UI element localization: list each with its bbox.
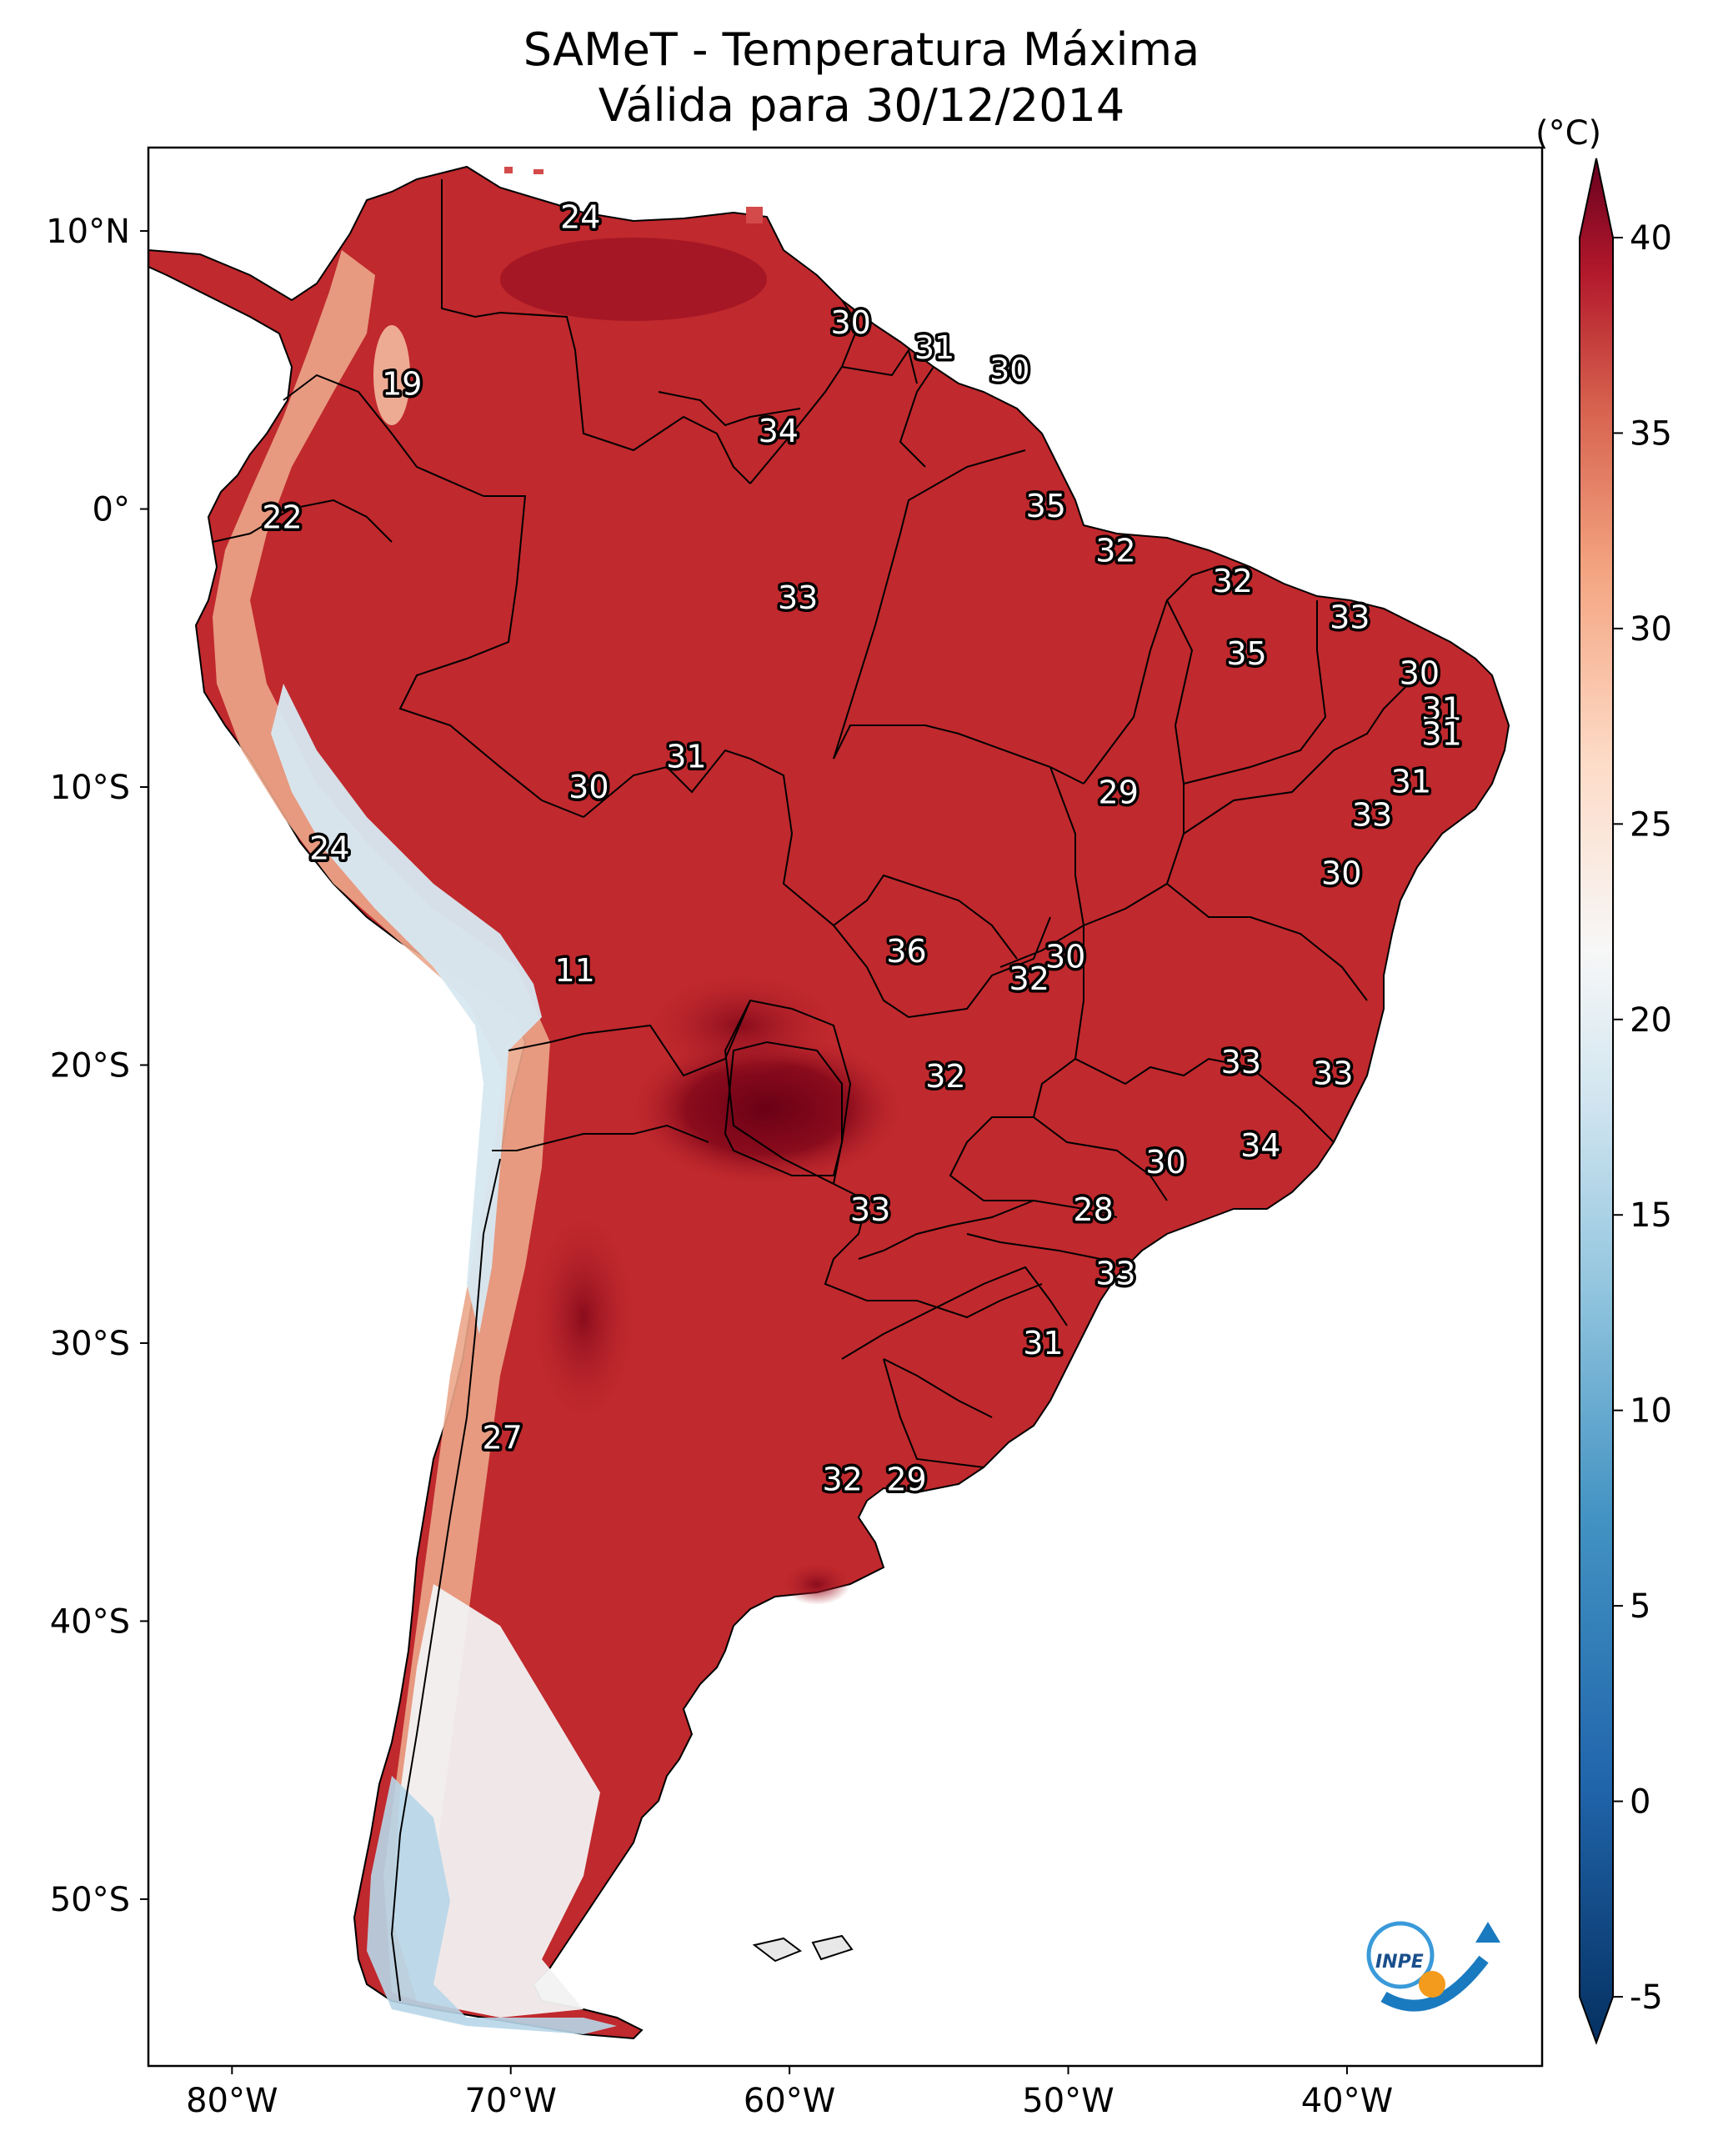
map-frame bbox=[147, 146, 1544, 2068]
lat-tick-label: 50°S bbox=[50, 1881, 130, 1919]
temperature-value-label: 35 bbox=[1226, 635, 1266, 672]
lon-tick-label: 70°W bbox=[464, 2082, 556, 2120]
temperature-value-label: 30 bbox=[1400, 654, 1440, 691]
temperature-value-label: 32 bbox=[925, 1058, 965, 1095]
temperature-value-label: 35 bbox=[1026, 488, 1066, 524]
longitude-ticks: 80°W 70°W 60°W 50°W 40°W bbox=[186, 2066, 1393, 2120]
temperature-value-label: 28 bbox=[1073, 1191, 1113, 1228]
patagonia-cold bbox=[367, 1776, 617, 2034]
temperature-value-label: 33 bbox=[1313, 1055, 1353, 1091]
temperature-value-label: 34 bbox=[759, 413, 799, 449]
falkland-islands bbox=[752, 1934, 854, 1963]
inpe-logo: INPE bbox=[1366, 1921, 1500, 2012]
temperature-value-label: 30 bbox=[1321, 855, 1361, 891]
colorbar-tick-label: 30 bbox=[1630, 610, 1672, 649]
colorbar-tick-label: 5 bbox=[1630, 1587, 1650, 1626]
country-borders bbox=[212, 179, 1418, 2002]
temperature-value-label: 33 bbox=[1352, 796, 1392, 833]
colorbar-tick-label: 20 bbox=[1630, 1001, 1672, 1040]
temperature-value-label: 31 bbox=[666, 738, 706, 775]
colorbar-tick-label: 40 bbox=[1630, 219, 1672, 258]
temperature-value-label: 24 bbox=[309, 830, 349, 866]
lat-tick-label: 10°N bbox=[46, 213, 130, 251]
temperature-value-label: 33 bbox=[850, 1191, 890, 1228]
colorbar-tick-label: 25 bbox=[1630, 805, 1672, 844]
temperature-value-label: 11 bbox=[554, 952, 594, 989]
lat-tick-label: 20°S bbox=[50, 1046, 130, 1085]
temperature-value-label: 32 bbox=[1095, 533, 1135, 569]
colorbar-ticks: -5 0 5 10 15 20 25 30 35 40 bbox=[1613, 219, 1672, 2017]
colorbar: (°C) -5 0 5 10 15 20 25 30 35 40 bbox=[1535, 114, 1672, 2045]
colorbar-body bbox=[1579, 158, 1614, 2045]
latitude-ticks: 10°N 0° 10°S 20°S 30°S 40°S 50°S bbox=[46, 213, 148, 1919]
temperature-value-label: 33 bbox=[1330, 599, 1370, 636]
temperature-value-label: 32 bbox=[1213, 563, 1253, 599]
temperature-value-label: 30 bbox=[1045, 938, 1085, 975]
lon-tick-label: 60°W bbox=[744, 2082, 835, 2120]
temperature-value-label: 31 bbox=[914, 329, 954, 366]
map-title: SAMeT - Temperatura Máxima bbox=[523, 23, 1200, 76]
lat-tick-label: 40°S bbox=[50, 1602, 130, 1641]
temperature-value-label: 22 bbox=[262, 499, 302, 536]
andes-cold-band bbox=[271, 684, 542, 1334]
temperature-value-label: 27 bbox=[483, 1419, 523, 1456]
temperature-value-label: 30 bbox=[831, 304, 871, 341]
colorbar-unit: (°C) bbox=[1535, 114, 1601, 153]
inpe-logo-text: INPE bbox=[1375, 1952, 1424, 1973]
temperature-value-label: 30 bbox=[989, 352, 1029, 389]
temperature-value-label: 32 bbox=[1009, 960, 1049, 997]
temperature-value-label: 19 bbox=[382, 365, 422, 402]
temperature-value-label: 31 bbox=[1421, 716, 1461, 753]
map-area: INPE bbox=[148, 148, 1542, 2066]
lon-tick-label: 50°W bbox=[1022, 2082, 1114, 2120]
lon-tick-label: 80°W bbox=[186, 2082, 278, 2120]
lon-tick-label: 40°W bbox=[1301, 2082, 1393, 2120]
colorbar-tick-label: -5 bbox=[1630, 1978, 1663, 2017]
temperature-value-label: 36 bbox=[886, 933, 926, 970]
temperature-value-label: 32 bbox=[822, 1461, 862, 1497]
temperature-value-label: 33 bbox=[1221, 1044, 1261, 1081]
temperature-value-label: 33 bbox=[1095, 1256, 1135, 1292]
temperature-value-label: 29 bbox=[886, 1461, 926, 1497]
temperature-value-label: 31 bbox=[1023, 1325, 1063, 1361]
lat-tick-label: 10°S bbox=[50, 769, 130, 807]
temperature-value-label: 30 bbox=[568, 769, 609, 805]
colorbar-tick-label: 0 bbox=[1630, 1783, 1650, 1822]
temperature-value-label: 30 bbox=[1145, 1144, 1185, 1181]
colorbar-tick-label: 35 bbox=[1630, 414, 1672, 453]
temperature-value-label: 34 bbox=[1240, 1127, 1280, 1164]
colorbar-tick-label: 10 bbox=[1630, 1392, 1672, 1431]
andes-cool-band bbox=[213, 250, 550, 2001]
map-subtitle: Válida para 30/12/2014 bbox=[598, 79, 1125, 132]
temperature-value-label: 31 bbox=[1421, 691, 1461, 728]
temperature-value-label: 24 bbox=[560, 198, 600, 235]
lat-tick-label: 0° bbox=[93, 491, 130, 529]
lat-tick-label: 30°S bbox=[50, 1325, 130, 1363]
temperature-value-label: 29 bbox=[1099, 775, 1139, 811]
colorbar-tick-label: 15 bbox=[1630, 1196, 1672, 1235]
temperature-value-label: 31 bbox=[1391, 763, 1431, 800]
temperature-value-label: 33 bbox=[778, 579, 818, 616]
